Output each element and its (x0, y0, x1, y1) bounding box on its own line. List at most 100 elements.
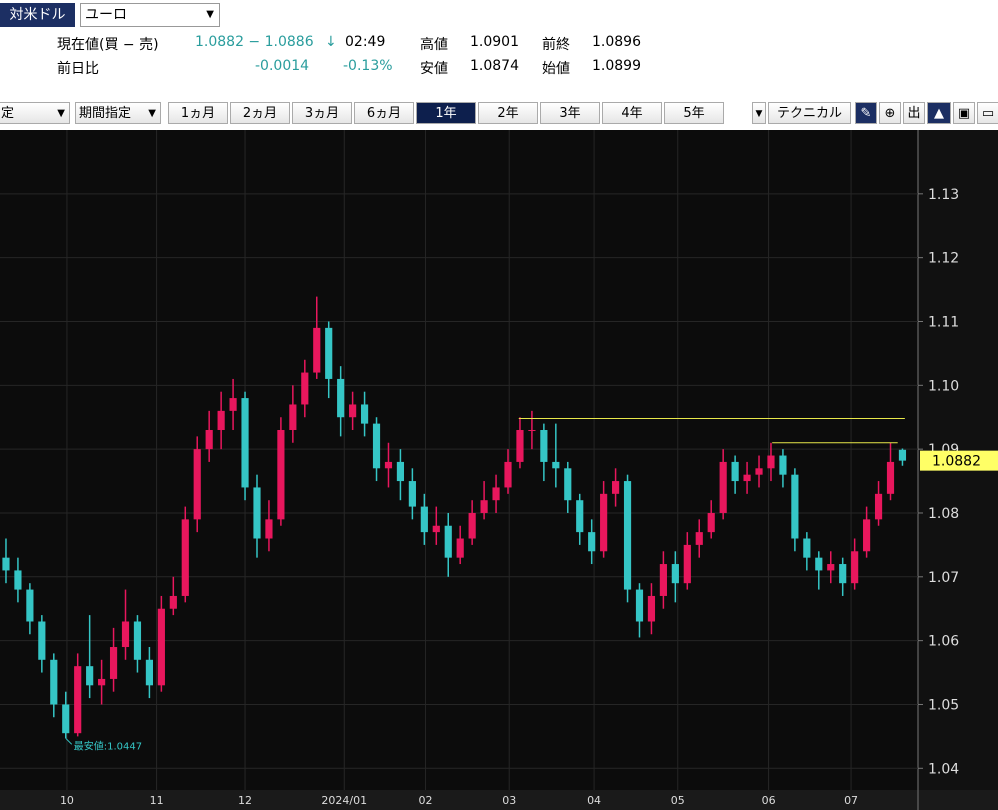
candle-body (109, 647, 118, 679)
time: 02:49 (345, 34, 386, 50)
candle-body (50, 659, 58, 705)
candle-body (612, 481, 620, 494)
candle-body (839, 564, 847, 584)
candle-body (671, 564, 679, 584)
candle-body (121, 621, 130, 648)
label: 安値 (420, 61, 448, 77)
candle-body (145, 659, 153, 686)
candle-body (229, 398, 237, 411)
candle-body (695, 532, 703, 545)
period-button[interactable]: 1年 (416, 102, 476, 124)
candle-body (552, 461, 560, 469)
currency-select[interactable]: ユーロ ▼ (80, 3, 220, 27)
candle-body (755, 468, 763, 475)
period-button[interactable]: 1ヵ月 (168, 102, 228, 124)
select-text: 定 (1, 106, 15, 121)
candle-body (815, 557, 823, 571)
candle-body (325, 327, 333, 379)
x-tick-label: 04 (587, 794, 601, 807)
currency-text: ユーロ (85, 7, 127, 23)
period-button[interactable]: 6ヵ月 (354, 102, 414, 124)
export-icon[interactable]: 出 (903, 102, 925, 124)
candle-body (564, 468, 572, 501)
y-tick-label: 1.04 (928, 761, 959, 777)
candle-body (74, 666, 82, 734)
candle-body (635, 589, 644, 622)
dropdown[interactable]: ▼ (752, 102, 766, 124)
candle-body (133, 621, 142, 660)
value: -0.0014 (255, 58, 310, 74)
period-button[interactable]: 3ヵ月 (292, 102, 352, 124)
candle-body (2, 557, 10, 571)
pen-icon[interactable]: ✎ (855, 102, 877, 124)
x-tick-label: 03 (502, 794, 516, 807)
period-select[interactable]: 期間指定 ▼ (75, 102, 161, 124)
folder-icon[interactable]: ▭ (977, 102, 998, 124)
candle-body (372, 423, 381, 469)
candle-body (420, 506, 428, 533)
candle-body (492, 487, 500, 501)
candle-body (504, 461, 512, 488)
y-tick-label: 1.13 (928, 187, 959, 203)
current-price-box (920, 450, 998, 471)
candle-body (241, 398, 249, 488)
save-icon[interactable]: ▣ (953, 102, 975, 124)
candle-body (898, 449, 907, 461)
chart-icon[interactable]: ▲ (927, 102, 951, 124)
y-tick-label: 1.10 (928, 378, 959, 394)
quote-value: 1.0882 − 1.0886 (195, 34, 314, 50)
candle-body (456, 538, 464, 558)
candle-body (719, 461, 727, 513)
select-text: 期間指定 (79, 106, 132, 121)
candle-body (432, 525, 440, 533)
x-tick-label: 12 (238, 794, 252, 807)
candle-body (349, 404, 357, 418)
candle-body (14, 570, 22, 590)
candle-body (468, 512, 476, 539)
value: -0.13% (343, 58, 393, 74)
candle-body (265, 519, 273, 539)
candle-body (886, 461, 895, 494)
period-button[interactable]: 3年 (540, 102, 600, 124)
bar-select[interactable]: 定 ▼ (0, 102, 70, 124)
candle-body (253, 487, 261, 539)
chart: 1.041.051.061.071.081.091.101.111.121.13… (0, 130, 998, 810)
candle-body (707, 512, 715, 533)
zoom-icon[interactable]: ⊕ (879, 102, 901, 124)
pair-button[interactable]: 対米ドル (0, 3, 75, 27)
candle-body (205, 430, 213, 450)
candle-body (38, 621, 46, 660)
candle-body (26, 589, 34, 622)
value: 1.0899 (592, 58, 641, 74)
period-button[interactable]: 2ヵ月 (230, 102, 290, 124)
label: 高値 (420, 37, 448, 53)
candle-body (623, 481, 632, 590)
candle-body (863, 519, 871, 552)
y-tick-label: 1.12 (928, 251, 959, 267)
candle-body (301, 372, 309, 405)
period-button[interactable]: 4年 (602, 102, 662, 124)
period-button[interactable]: 5年 (664, 102, 724, 124)
candle-body (647, 595, 656, 622)
background (0, 130, 998, 810)
candle-body (62, 704, 70, 734)
candle-body (360, 404, 369, 424)
candle-body (480, 500, 488, 513)
candle-body (851, 551, 859, 584)
candle-body (874, 493, 883, 520)
period-button[interactable]: 2年 (478, 102, 538, 124)
candle-body (157, 608, 165, 686)
x-axis-panel (0, 790, 998, 810)
candle-body (528, 430, 536, 431)
technical-button[interactable]: テクニカル (768, 102, 851, 124)
x-tick-label: 11 (150, 794, 164, 807)
y-tick-label: 1.05 (928, 697, 959, 713)
candle-body (444, 525, 452, 558)
candle-body (576, 500, 584, 533)
candle-body (791, 474, 799, 539)
candle-body (337, 378, 345, 418)
x-tick-label: 06 (762, 794, 776, 807)
label: 始値 (542, 61, 570, 77)
value: 1.0896 (592, 34, 641, 50)
